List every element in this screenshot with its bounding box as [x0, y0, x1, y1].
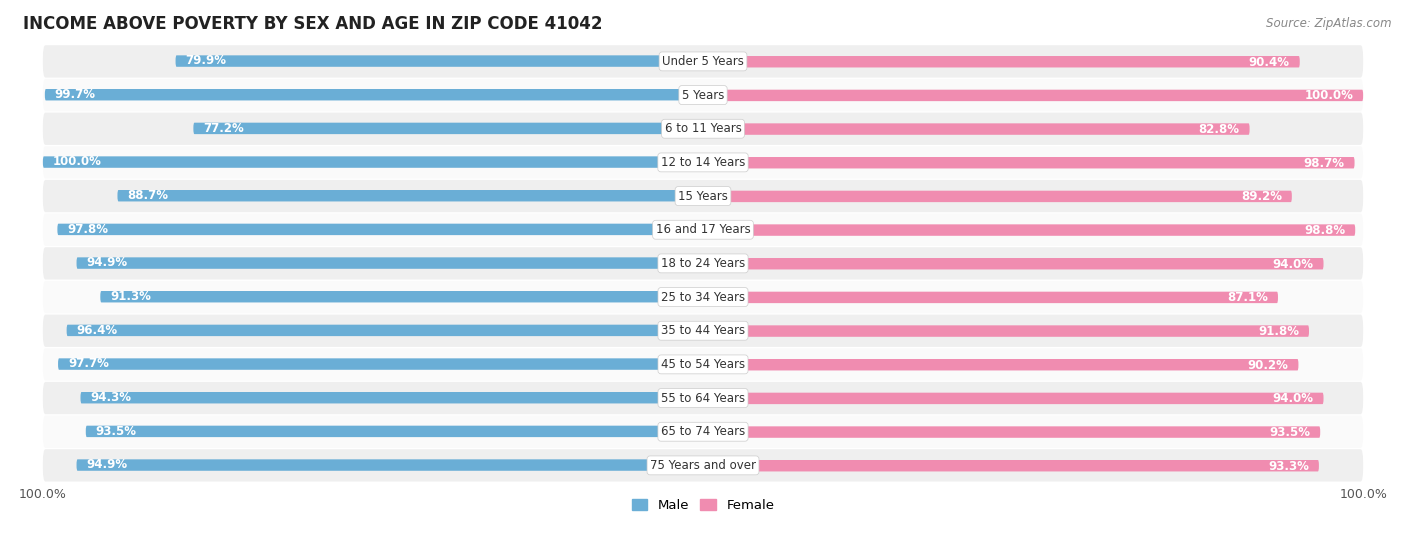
Text: 94.9%: 94.9% [86, 458, 128, 471]
Text: 94.0%: 94.0% [1272, 392, 1313, 405]
Text: 93.3%: 93.3% [1268, 459, 1309, 472]
FancyBboxPatch shape [86, 425, 703, 437]
FancyBboxPatch shape [42, 247, 1364, 280]
FancyBboxPatch shape [42, 382, 1364, 414]
FancyBboxPatch shape [194, 122, 703, 134]
FancyBboxPatch shape [100, 291, 703, 302]
FancyBboxPatch shape [703, 224, 1355, 236]
Text: 75 Years and over: 75 Years and over [650, 459, 756, 472]
FancyBboxPatch shape [42, 415, 1364, 448]
Text: 6 to 11 Years: 6 to 11 Years [665, 122, 741, 135]
FancyBboxPatch shape [42, 157, 703, 168]
FancyBboxPatch shape [42, 281, 1364, 313]
FancyBboxPatch shape [176, 55, 703, 67]
Text: 100.0%: 100.0% [53, 155, 101, 168]
FancyBboxPatch shape [703, 191, 1292, 202]
FancyBboxPatch shape [703, 292, 1278, 303]
Text: 100.0%: 100.0% [1305, 89, 1353, 102]
FancyBboxPatch shape [80, 392, 703, 404]
FancyBboxPatch shape [703, 460, 1319, 471]
Text: 99.7%: 99.7% [55, 88, 96, 101]
Text: 93.5%: 93.5% [96, 424, 136, 438]
Text: 91.8%: 91.8% [1258, 325, 1299, 338]
Text: 5 Years: 5 Years [682, 88, 724, 102]
Text: 90.2%: 90.2% [1247, 358, 1288, 372]
Text: 25 to 34 Years: 25 to 34 Years [661, 291, 745, 304]
Text: 45 to 54 Years: 45 to 54 Years [661, 358, 745, 371]
Text: 12 to 14 Years: 12 to 14 Years [661, 156, 745, 169]
Text: 35 to 44 Years: 35 to 44 Years [661, 324, 745, 337]
FancyBboxPatch shape [42, 146, 1364, 178]
FancyBboxPatch shape [703, 157, 1354, 168]
Text: 91.3%: 91.3% [110, 290, 150, 303]
FancyBboxPatch shape [42, 112, 1364, 145]
Text: 87.1%: 87.1% [1227, 291, 1268, 304]
FancyBboxPatch shape [703, 258, 1323, 269]
FancyBboxPatch shape [42, 45, 1364, 78]
Text: 96.4%: 96.4% [76, 324, 118, 337]
FancyBboxPatch shape [703, 89, 1364, 101]
FancyBboxPatch shape [703, 124, 1250, 135]
Text: 16 and 17 Years: 16 and 17 Years [655, 223, 751, 236]
Text: Source: ZipAtlas.com: Source: ZipAtlas.com [1267, 17, 1392, 30]
FancyBboxPatch shape [66, 325, 703, 336]
FancyBboxPatch shape [118, 190, 703, 201]
Text: 89.2%: 89.2% [1241, 190, 1282, 203]
Legend: Male, Female: Male, Female [626, 494, 780, 517]
Text: 98.8%: 98.8% [1305, 224, 1346, 237]
Text: 77.2%: 77.2% [204, 121, 245, 135]
Text: 94.0%: 94.0% [1272, 258, 1313, 271]
Text: 94.3%: 94.3% [90, 391, 131, 404]
FancyBboxPatch shape [58, 224, 703, 235]
Text: 55 to 64 Years: 55 to 64 Years [661, 391, 745, 405]
Text: 93.5%: 93.5% [1270, 426, 1310, 439]
Text: 90.4%: 90.4% [1249, 55, 1289, 69]
FancyBboxPatch shape [42, 348, 1364, 381]
Text: 15 Years: 15 Years [678, 190, 728, 202]
FancyBboxPatch shape [703, 359, 1298, 371]
FancyBboxPatch shape [42, 180, 1364, 212]
Text: 79.9%: 79.9% [186, 54, 226, 67]
FancyBboxPatch shape [703, 56, 1299, 68]
Text: Under 5 Years: Under 5 Years [662, 55, 744, 68]
Text: 82.8%: 82.8% [1199, 123, 1240, 136]
Text: 88.7%: 88.7% [128, 189, 169, 202]
FancyBboxPatch shape [703, 325, 1309, 337]
Text: 97.8%: 97.8% [67, 222, 108, 235]
Text: 97.7%: 97.7% [67, 357, 108, 370]
FancyBboxPatch shape [76, 257, 703, 269]
FancyBboxPatch shape [42, 79, 1364, 111]
FancyBboxPatch shape [45, 89, 703, 101]
Text: INCOME ABOVE POVERTY BY SEX AND AGE IN ZIP CODE 41042: INCOME ABOVE POVERTY BY SEX AND AGE IN Z… [22, 15, 603, 33]
FancyBboxPatch shape [703, 392, 1323, 404]
Text: 94.9%: 94.9% [86, 256, 128, 269]
FancyBboxPatch shape [76, 459, 703, 471]
FancyBboxPatch shape [42, 449, 1364, 481]
Text: 18 to 24 Years: 18 to 24 Years [661, 257, 745, 270]
Text: 98.7%: 98.7% [1303, 157, 1344, 169]
FancyBboxPatch shape [42, 214, 1364, 246]
FancyBboxPatch shape [42, 315, 1364, 347]
Text: 65 to 74 Years: 65 to 74 Years [661, 425, 745, 438]
FancyBboxPatch shape [703, 427, 1320, 438]
FancyBboxPatch shape [58, 358, 703, 370]
